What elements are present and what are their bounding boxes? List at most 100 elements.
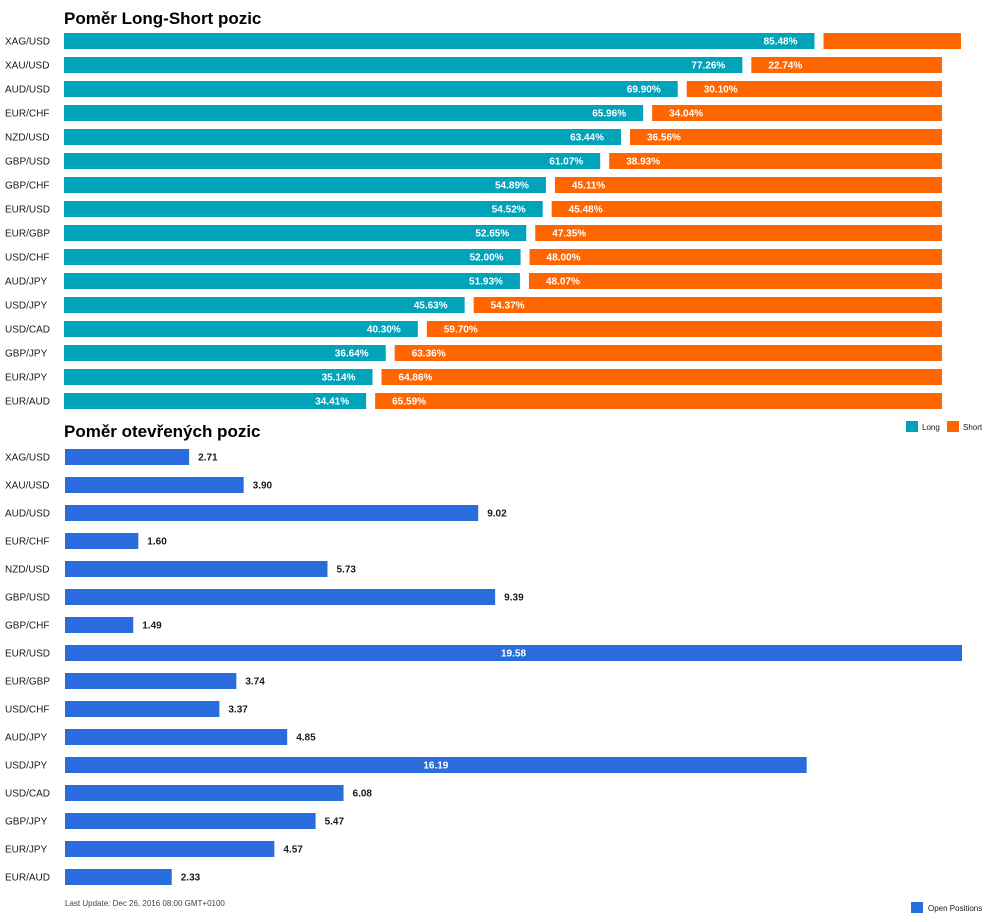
- open-positions-bar: [65, 673, 237, 689]
- long-pct-label: 63.44%: [570, 133, 604, 144]
- open-positions-bar: [65, 813, 316, 829]
- open-positions-row: AUD/USD 9.02: [5, 505, 507, 521]
- pair-label: AUD/USD: [5, 509, 50, 520]
- short-pct-label: 45.48%: [569, 205, 603, 216]
- short-pct-label: 22.74%: [768, 61, 802, 72]
- long-short-legend: Long Short: [906, 421, 983, 432]
- long-pct-label: 34.41%: [315, 397, 349, 408]
- long-pct-label: 40.30%: [367, 325, 401, 336]
- pair-label: GBP/JPY: [5, 349, 48, 360]
- short-bar: [529, 249, 942, 265]
- open-positions-value: 9.39: [504, 593, 524, 604]
- long-pct-label: 45.63%: [414, 301, 448, 312]
- long-bar: [64, 369, 373, 385]
- long-bar: [64, 393, 367, 409]
- short-pct-label: 63.36%: [412, 349, 446, 360]
- long-bar: [64, 81, 678, 97]
- open-positions-row: EUR/AUD 2.33: [5, 869, 201, 885]
- open-positions-bar: [65, 505, 479, 521]
- pair-label: USD/CAD: [5, 789, 50, 800]
- short-bar: [394, 345, 942, 361]
- long-short-row: USD/CHF 52.00% 48.00%: [5, 249, 942, 265]
- open-positions-bar: [65, 645, 962, 661]
- open-positions-bar: [65, 701, 220, 717]
- pair-label: EUR/USD: [5, 649, 50, 660]
- long-pct-label: 54.52%: [492, 205, 526, 216]
- open-positions-bar: [65, 477, 244, 493]
- open-positions-row: EUR/USD 19.58: [5, 645, 962, 661]
- short-bar: [535, 225, 942, 241]
- open-positions-bar: [65, 869, 172, 885]
- long-pct-label: 36.64%: [335, 349, 369, 360]
- legend-long-label: Long: [922, 423, 940, 432]
- open-positions-row: EUR/JPY 4.57: [5, 841, 303, 857]
- open-positions-bar: [65, 561, 328, 577]
- pair-label: EUR/CHF: [5, 537, 49, 548]
- open-positions-value: 6.08: [353, 789, 373, 800]
- pair-label: GBP/USD: [5, 157, 50, 168]
- short-bar: [751, 57, 942, 73]
- open-positions-row: NZD/USD 5.73: [5, 561, 356, 577]
- long-pct-label: 61.07%: [549, 157, 583, 168]
- open-positions-row: AUD/JPY 4.85: [5, 729, 316, 745]
- short-bar: [426, 321, 943, 337]
- open-positions-value: 1.60: [147, 537, 167, 548]
- open-positions-value: 19.58: [501, 649, 526, 660]
- pair-label: EUR/AUD: [5, 397, 50, 408]
- short-bar: [686, 81, 942, 97]
- short-pct-label: 64.86%: [399, 373, 433, 384]
- long-short-row: NZD/USD 63.44% 36.56%: [5, 129, 942, 145]
- pair-label: XAG/USD: [5, 453, 50, 464]
- long-short-row: USD/CAD 40.30% 59.70%: [5, 321, 943, 337]
- long-pct-label: 54.89%: [495, 181, 529, 192]
- pair-label: EUR/CHF: [5, 109, 49, 120]
- short-bar: [609, 153, 942, 169]
- short-pct-label: 48.00%: [547, 253, 581, 264]
- pair-label: EUR/GBP: [5, 229, 50, 240]
- short-pct-label: 54.37%: [491, 301, 525, 312]
- short-bar: [630, 129, 942, 145]
- pair-label: XAG/USD: [5, 37, 50, 48]
- pair-label: USD/JPY: [5, 301, 48, 312]
- pair-label: NZD/USD: [5, 565, 49, 576]
- long-pct-label: 65.96%: [592, 109, 626, 120]
- short-pct-label: 38.93%: [626, 157, 660, 168]
- long-short-row: EUR/GBP 52.65% 47.35%: [5, 225, 942, 241]
- open-positions-value: 2.71: [198, 453, 218, 464]
- short-pct-label: 48.07%: [546, 277, 580, 288]
- open-positions-chart: XAG/USD 2.71 XAU/USD 3.90 AUD/USD 9.02 EUR/CHF…: [5, 449, 962, 885]
- pair-label: GBP/CHF: [5, 181, 49, 192]
- long-short-row: EUR/JPY 35.14% 64.86%: [5, 369, 943, 385]
- open-positions-row: GBP/CHF 1.49: [5, 617, 162, 633]
- open-positions-value: 2.33: [181, 873, 201, 884]
- short-bar: [473, 297, 942, 313]
- short-bar: [381, 369, 943, 385]
- long-bar: [64, 105, 644, 121]
- long-short-row: GBP/CHF 54.89% 45.11%: [5, 177, 942, 193]
- open-positions-value: 5.47: [325, 817, 345, 828]
- legend-open-label: Open Positions: [928, 904, 982, 913]
- open-positions-value: 16.19: [423, 761, 448, 772]
- long-short-row: EUR/CHF 65.96% 34.04%: [5, 105, 942, 121]
- long-bar: [64, 177, 546, 193]
- long-short-row: USD/JPY 45.63% 54.37%: [5, 297, 942, 313]
- short-pct-label: 47.35%: [552, 229, 586, 240]
- long-short-chart: XAG/USD 85.48% XAU/USD 77.26% 22.74% AUD/USD 6…: [5, 33, 961, 409]
- pair-label: EUR/JPY: [5, 845, 48, 856]
- pair-label: AUD/USD: [5, 85, 50, 96]
- long-short-row: EUR/USD 54.52% 45.48%: [5, 201, 942, 217]
- pair-label: EUR/AUD: [5, 873, 50, 884]
- open-positions-legend: Open Positions: [911, 902, 982, 913]
- open-positions-row: EUR/CHF 1.60: [5, 533, 167, 549]
- long-short-row: EUR/AUD 34.41% 65.59%: [5, 393, 942, 409]
- long-pct-label: 77.26%: [691, 61, 725, 72]
- last-update-note: Last Update: Dec 26, 2016 08:00 GMT+0100: [65, 899, 225, 908]
- open-positions-bar: [65, 729, 288, 745]
- pair-label: XAU/USD: [5, 481, 49, 492]
- short-bar: [823, 33, 961, 49]
- open-positions-bar: [65, 785, 344, 801]
- open-positions-bar: [65, 617, 134, 633]
- long-bar: [64, 345, 386, 361]
